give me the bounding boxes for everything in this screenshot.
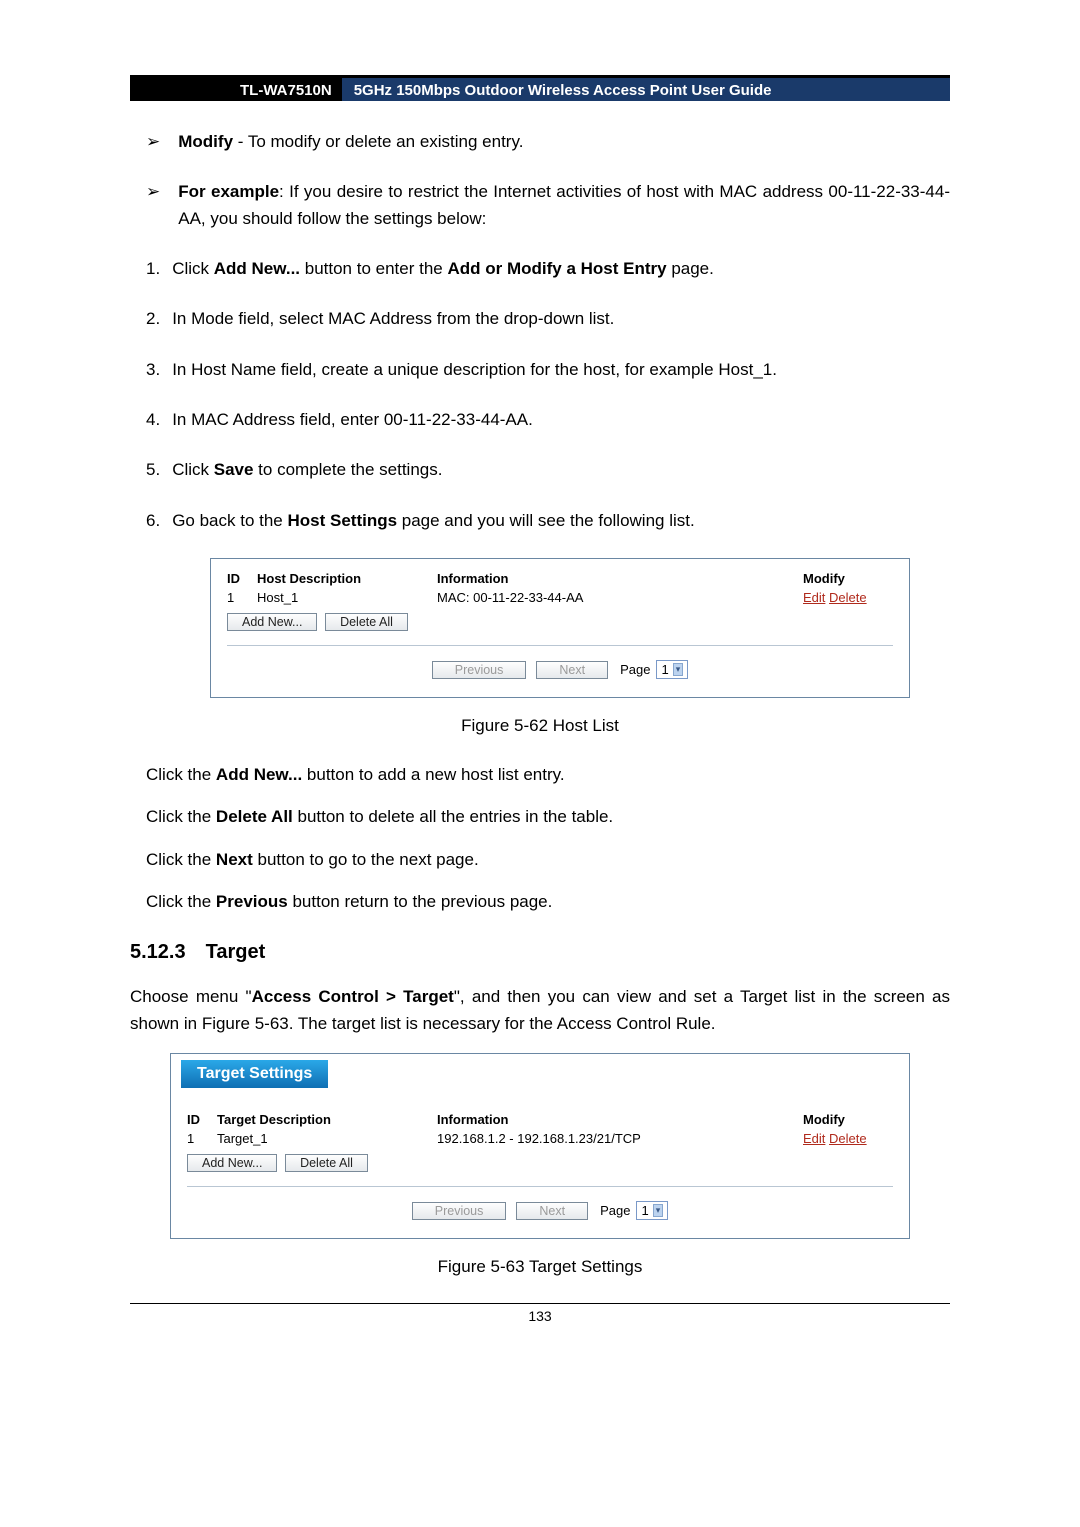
pager: Previous Next Page 1 ▾ [227,656,893,689]
edit-link[interactable]: Edit [803,1131,825,1146]
header-title: 5GHz 150Mbps Outdoor Wireless Access Poi… [342,78,950,101]
step-2: 2. In Mode field, select MAC Address fro… [146,306,950,332]
header-model: TL-WA7510N [130,78,342,101]
target-settings-title: Target Settings [181,1060,328,1088]
delete-all-button[interactable]: Delete All [285,1154,368,1172]
page-select[interactable]: 1 ▾ [656,660,688,679]
footer-rule [130,1303,950,1304]
target-settings-panel: ID Target Description Information Modify… [170,1088,910,1239]
page-number: 133 [130,1308,950,1324]
step-4: 4. In MAC Address field, enter 00-11-22-… [146,407,950,433]
host-table-header: ID Host Description Information Modify [227,569,893,588]
divider [227,645,893,646]
previous-button[interactable]: Previous [432,661,527,679]
add-new-button[interactable]: Add New... [227,613,317,631]
delete-link[interactable]: Delete [829,1131,867,1146]
header-bar: TL-WA7510N 5GHz 150Mbps Outdoor Wireless… [130,75,950,101]
paragraph: Click the Delete All button to delete al… [146,804,950,830]
chevron-down-icon: ▾ [673,663,684,676]
next-button[interactable]: Next [516,1202,588,1220]
step-5: 5. Click Save to complete the settings. [146,457,950,483]
figure-caption-2: Figure 5-63 Target Settings [130,1257,950,1277]
delete-link[interactable]: Delete [829,590,867,605]
bullet-text: Modify - To modify or delete an existing… [178,129,523,155]
page-label: Page [620,662,650,677]
paragraph: Click the Next button to go to the next … [146,847,950,873]
target-panel-titlebar: Target Settings [170,1053,910,1088]
bullet-text: For example: If you desire to restrict t… [178,179,950,232]
host-list-panel: ID Host Description Information Modify 1… [210,558,910,698]
page-select[interactable]: 1 ▾ [636,1201,668,1220]
divider [187,1186,893,1187]
target-intro: Choose menu "Access Control > Target", a… [130,984,950,1037]
paragraph: Click the Previous button return to the … [146,889,950,915]
next-button[interactable]: Next [536,661,608,679]
bullet-example: ➢ For example: If you desire to restrict… [146,179,950,232]
triangle-icon: ➢ [146,129,160,155]
paragraph: Click the Add New... button to add a new… [146,762,950,788]
section-heading: 5.12.3Target [130,941,950,964]
step-3: 3. In Host Name field, create a unique d… [146,357,950,383]
triangle-icon: ➢ [146,179,160,232]
previous-button[interactable]: Previous [412,1202,507,1220]
target-table-row: 1 Target_1 192.168.1.2 - 192.168.1.23/21… [187,1129,893,1148]
step-1: 1. Click Add New... button to enter the … [146,256,950,282]
edit-link[interactable]: Edit [803,590,825,605]
document-page: TL-WA7510N 5GHz 150Mbps Outdoor Wireless… [0,0,1080,1364]
host-table-row: 1 Host_1 MAC: 00-11-22-33-44-AA Edit Del… [227,588,893,607]
delete-all-button[interactable]: Delete All [325,613,408,631]
target-table-header: ID Target Description Information Modify [187,1110,893,1129]
page-label: Page [600,1203,630,1218]
chevron-down-icon: ▾ [653,1204,664,1217]
step-6: 6. Go back to the Host Settings page and… [146,508,950,534]
add-new-button[interactable]: Add New... [187,1154,277,1172]
figure-caption-1: Figure 5-62 Host List [130,716,950,736]
pager: Previous Next Page 1 ▾ [187,1197,893,1230]
bullet-modify: ➢ Modify - To modify or delete an existi… [146,129,950,155]
